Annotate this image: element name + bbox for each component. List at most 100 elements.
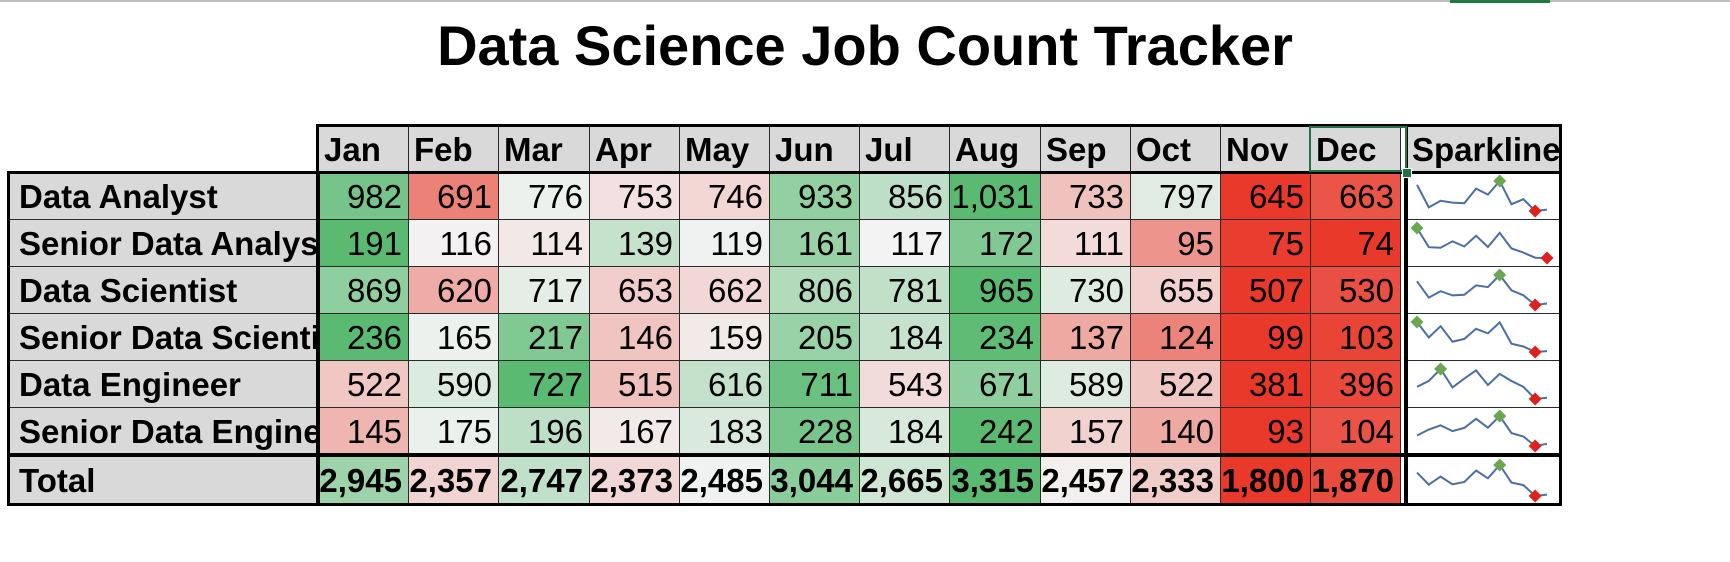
cell-data-scientist-jun[interactable]: 806 [769, 266, 860, 314]
sparkline-header[interactable]: Sparkline [1406, 126, 1560, 173]
row-label-data-engineer[interactable]: Data Engineer [8, 360, 319, 408]
cell-senior-data-engineer-jan[interactable]: 145 [318, 407, 409, 455]
cell-data-engineer-sep[interactable]: 589 [1040, 360, 1131, 408]
cell-data-analyst-apr[interactable]: 753 [589, 172, 680, 220]
cell-data-engineer-jun[interactable]: 711 [769, 360, 860, 408]
row-label-total[interactable]: Total [8, 456, 319, 505]
cell-total-dec[interactable]: 1,870 [1310, 456, 1401, 505]
cell-senior-data-engineer-mar[interactable]: 196 [498, 407, 590, 455]
cell-data-engineer-apr[interactable]: 515 [589, 360, 680, 408]
cell-data-scientist-dec[interactable]: 530 [1310, 266, 1401, 314]
sparkline-data-scientist[interactable] [1406, 266, 1560, 314]
cell-senior-data-scientist-sep[interactable]: 137 [1040, 313, 1131, 361]
cell-senior-data-engineer-may[interactable]: 183 [679, 407, 770, 455]
cell-data-engineer-mar[interactable]: 727 [498, 360, 590, 408]
cell-senior-data-scientist-nov[interactable]: 99 [1220, 313, 1311, 361]
cell-total-oct[interactable]: 2,333 [1130, 456, 1221, 505]
row-label-senior-data-engineer[interactable]: Senior Data Engineer [8, 407, 319, 455]
cell-total-sep[interactable]: 2,457 [1040, 456, 1131, 505]
month-header-jul[interactable]: Jul [859, 126, 950, 173]
sparkline-total[interactable] [1406, 456, 1560, 505]
cell-data-analyst-feb[interactable]: 691 [408, 172, 499, 220]
cell-senior-data-analyst-oct[interactable]: 95 [1130, 219, 1221, 267]
row-label-data-analyst[interactable]: Data Analyst [8, 172, 319, 220]
cell-data-scientist-jan[interactable]: 869 [318, 266, 409, 314]
month-header-jun[interactable]: Jun [769, 126, 860, 173]
cell-senior-data-scientist-apr[interactable]: 146 [589, 313, 680, 361]
month-header-sep[interactable]: Sep [1040, 126, 1131, 173]
month-header-feb[interactable]: Feb [408, 126, 499, 173]
month-header-aug[interactable]: Aug [949, 126, 1041, 173]
cell-senior-data-analyst-feb[interactable]: 116 [408, 219, 499, 267]
cell-data-scientist-apr[interactable]: 653 [589, 266, 680, 314]
cell-senior-data-engineer-feb[interactable]: 175 [408, 407, 499, 455]
cell-data-analyst-nov[interactable]: 645 [1220, 172, 1311, 220]
cell-total-jun[interactable]: 3,044 [769, 456, 860, 505]
cell-total-nov[interactable]: 1,800 [1220, 456, 1311, 505]
cell-total-mar[interactable]: 2,747 [498, 456, 590, 505]
cell-total-apr[interactable]: 2,373 [589, 456, 680, 505]
cell-senior-data-analyst-dec[interactable]: 74 [1310, 219, 1401, 267]
cell-data-scientist-jul[interactable]: 781 [859, 266, 950, 314]
cell-data-scientist-mar[interactable]: 717 [498, 266, 590, 314]
month-header-apr[interactable]: Apr [589, 126, 680, 173]
sparkline-senior-data-scientist[interactable] [1406, 313, 1560, 361]
cell-senior-data-scientist-jan[interactable]: 236 [318, 313, 409, 361]
cell-data-engineer-dec[interactable]: 396 [1310, 360, 1401, 408]
cell-senior-data-analyst-mar[interactable]: 114 [498, 219, 590, 267]
cell-senior-data-engineer-aug[interactable]: 242 [949, 407, 1041, 455]
cell-senior-data-engineer-oct[interactable]: 140 [1130, 407, 1221, 455]
cell-data-analyst-jan[interactable]: 982 [318, 172, 409, 220]
cell-data-analyst-dec[interactable]: 663 [1310, 172, 1401, 220]
cell-total-feb[interactable]: 2,357 [408, 456, 499, 505]
cell-senior-data-engineer-nov[interactable]: 93 [1220, 407, 1311, 455]
cell-senior-data-analyst-apr[interactable]: 139 [589, 219, 680, 267]
cell-data-engineer-aug[interactable]: 671 [949, 360, 1041, 408]
sparkline-data-analyst[interactable] [1406, 172, 1560, 220]
cell-senior-data-analyst-may[interactable]: 119 [679, 219, 770, 267]
cell-senior-data-scientist-jul[interactable]: 184 [859, 313, 950, 361]
cell-data-analyst-oct[interactable]: 797 [1130, 172, 1221, 220]
cell-senior-data-analyst-jan[interactable]: 191 [318, 219, 409, 267]
cell-data-scientist-aug[interactable]: 965 [949, 266, 1041, 314]
cell-senior-data-analyst-jul[interactable]: 117 [859, 219, 950, 267]
cell-senior-data-engineer-apr[interactable]: 167 [589, 407, 680, 455]
cell-data-analyst-jun[interactable]: 933 [769, 172, 860, 220]
month-header-oct[interactable]: Oct [1130, 126, 1221, 173]
cell-data-engineer-jul[interactable]: 543 [859, 360, 950, 408]
cell-senior-data-scientist-jun[interactable]: 205 [769, 313, 860, 361]
cell-senior-data-analyst-sep[interactable]: 111 [1040, 219, 1131, 267]
cell-data-engineer-oct[interactable]: 522 [1130, 360, 1221, 408]
cell-data-analyst-jul[interactable]: 856 [859, 172, 950, 220]
cell-data-scientist-may[interactable]: 662 [679, 266, 770, 314]
cell-data-engineer-feb[interactable]: 590 [408, 360, 499, 408]
row-label-data-scientist[interactable]: Data Scientist [8, 266, 319, 314]
cell-senior-data-scientist-may[interactable]: 159 [679, 313, 770, 361]
cell-total-jul[interactable]: 2,665 [859, 456, 950, 505]
sparkline-senior-data-analyst[interactable] [1406, 219, 1560, 267]
cell-total-jan[interactable]: 2,945 [318, 456, 409, 505]
cell-data-scientist-oct[interactable]: 655 [1130, 266, 1221, 314]
cell-total-may[interactable]: 2,485 [679, 456, 770, 505]
cell-data-scientist-sep[interactable]: 730 [1040, 266, 1131, 314]
cell-senior-data-scientist-aug[interactable]: 234 [949, 313, 1041, 361]
row-label-senior-data-scientist[interactable]: Senior Data Scientist [8, 313, 319, 361]
cell-data-analyst-may[interactable]: 746 [679, 172, 770, 220]
cell-data-engineer-jan[interactable]: 522 [318, 360, 409, 408]
cell-senior-data-scientist-oct[interactable]: 124 [1130, 313, 1221, 361]
cell-senior-data-engineer-jul[interactable]: 184 [859, 407, 950, 455]
cell-senior-data-engineer-jun[interactable]: 228 [769, 407, 860, 455]
cell-senior-data-analyst-nov[interactable]: 75 [1220, 219, 1311, 267]
month-header-may[interactable]: May [679, 126, 770, 173]
cell-senior-data-engineer-sep[interactable]: 157 [1040, 407, 1131, 455]
cell-data-engineer-nov[interactable]: 381 [1220, 360, 1311, 408]
cell-senior-data-analyst-jun[interactable]: 161 [769, 219, 860, 267]
sparkline-senior-data-engineer[interactable] [1406, 407, 1560, 455]
month-header-dec[interactable]: Dec [1310, 126, 1401, 173]
cell-total-aug[interactable]: 3,315 [949, 456, 1041, 505]
month-header-jan[interactable]: Jan [318, 126, 409, 173]
cell-senior-data-scientist-feb[interactable]: 165 [408, 313, 499, 361]
cell-senior-data-engineer-dec[interactable]: 104 [1310, 407, 1401, 455]
cell-senior-data-analyst-aug[interactable]: 172 [949, 219, 1041, 267]
sparkline-data-engineer[interactable] [1406, 360, 1560, 408]
